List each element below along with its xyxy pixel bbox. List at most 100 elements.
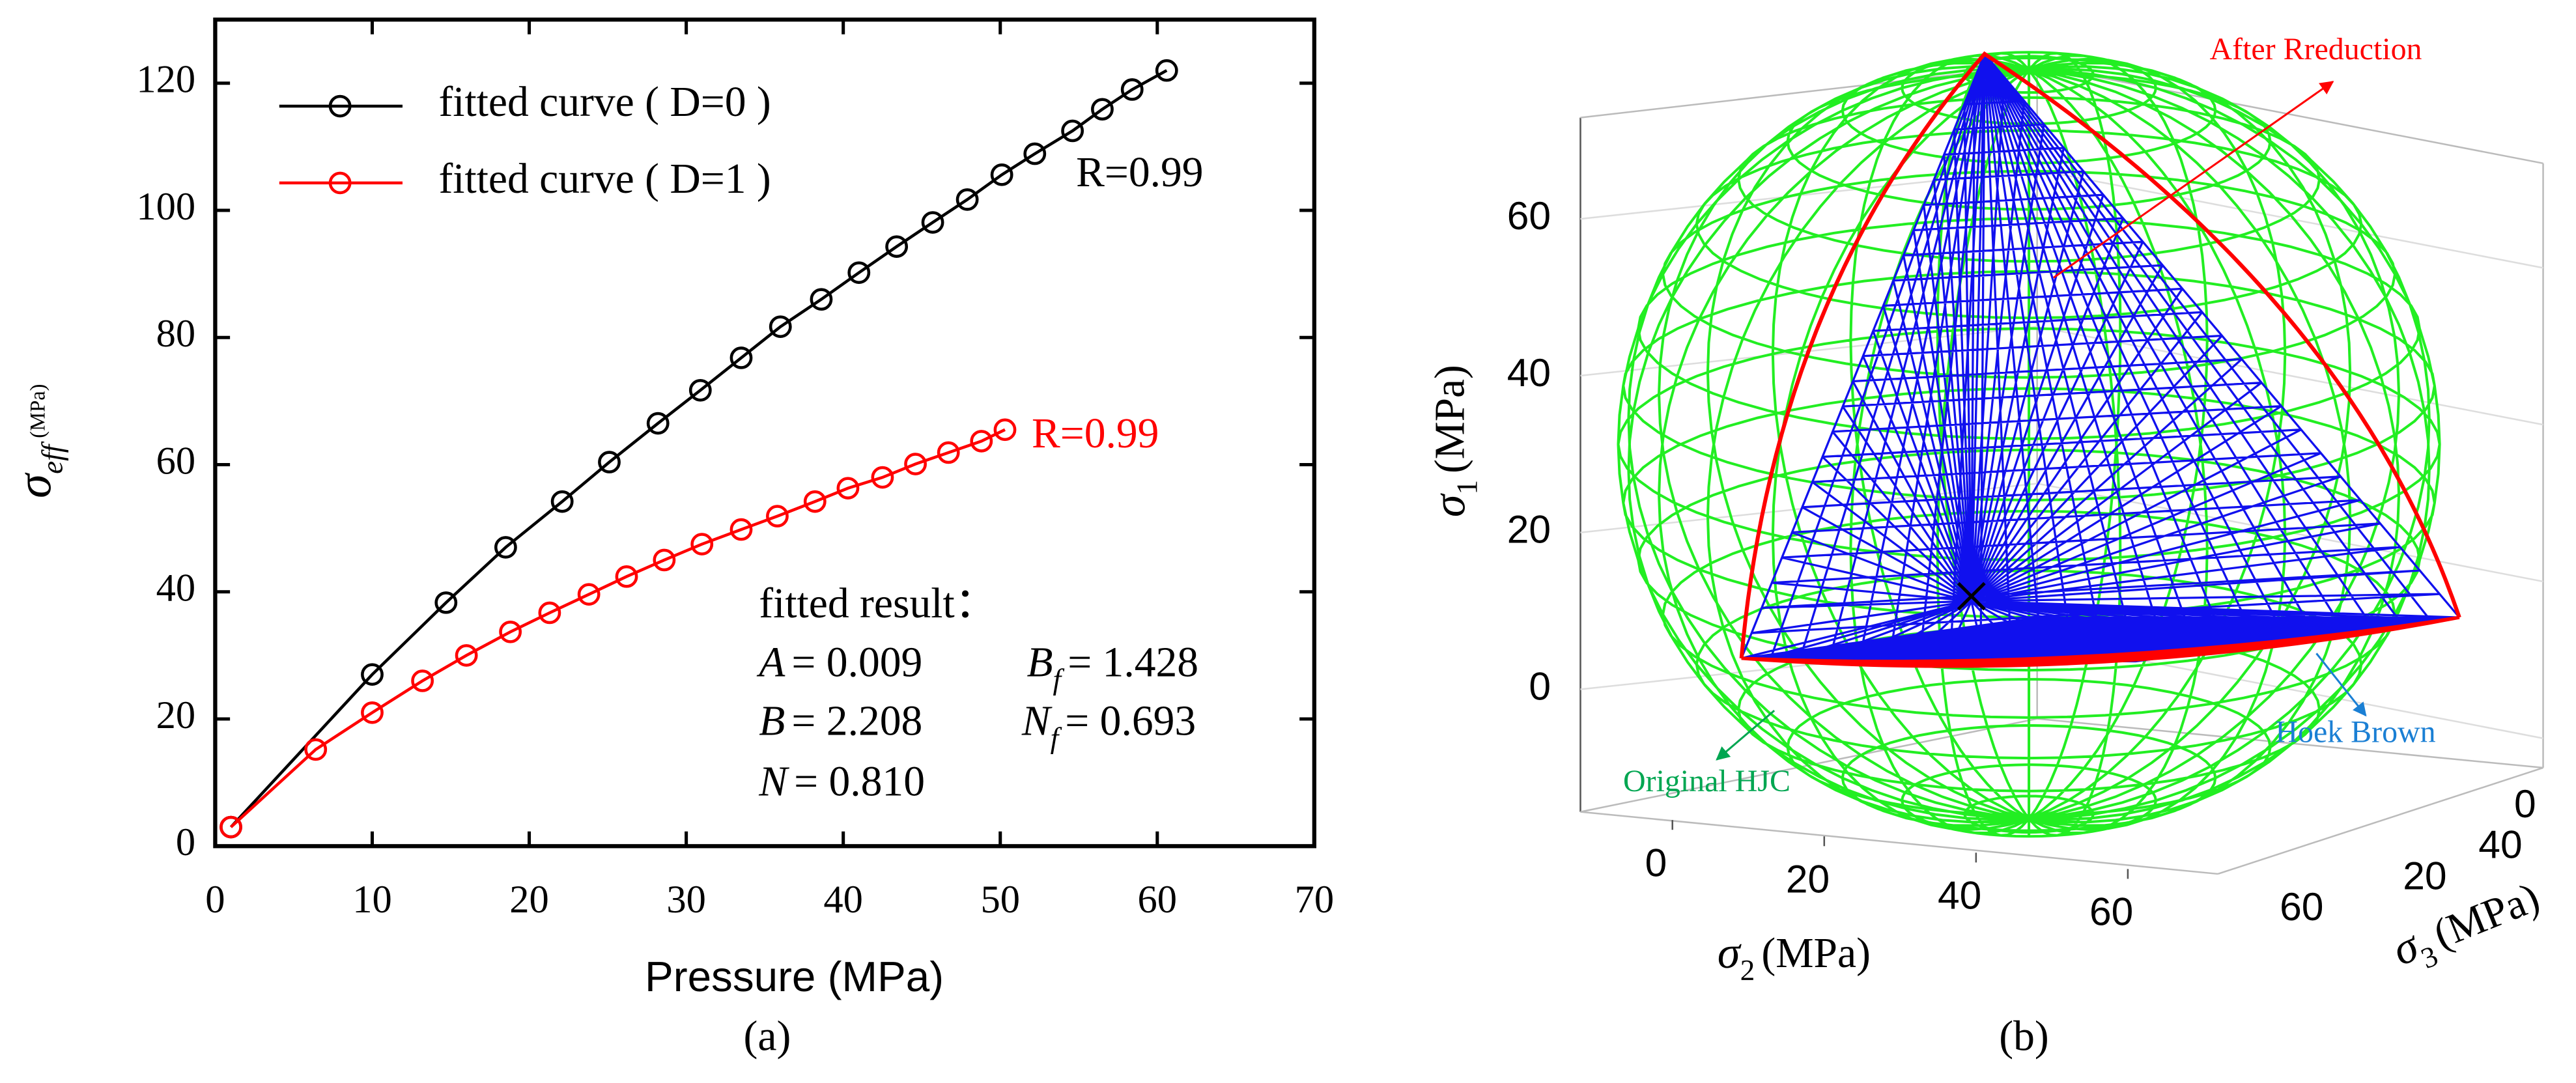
fit-param: A = 0.009: [756, 640, 922, 686]
y-tick-label: 40: [156, 567, 196, 610]
panel-label: (b): [1999, 1013, 2048, 1060]
axis-label: σ2 (MPa): [1718, 927, 1871, 987]
z-tick-label: 0: [1529, 664, 1551, 709]
data-point: [885, 235, 909, 258]
data-point: [1023, 142, 1047, 165]
data-point: [688, 378, 712, 402]
panel-label: (a): [744, 1013, 791, 1060]
param-value: = 0.009: [791, 640, 922, 686]
axis-sub: 2: [1740, 954, 1755, 987]
fit-param: Nf = 0.693: [1021, 698, 1196, 755]
y-tick-label: 60: [156, 439, 196, 483]
data-point: [411, 669, 434, 692]
data-point: [577, 583, 601, 606]
data-point: [550, 490, 574, 513]
axis-unit: (MPa): [1426, 365, 1473, 473]
x-tick-label: 40: [823, 878, 863, 921]
data-point: [847, 261, 871, 284]
data-point: [361, 663, 384, 686]
annotation: R=0.99: [1076, 149, 1203, 196]
data-point: [304, 738, 328, 761]
data-point: [810, 288, 833, 311]
hoek-brown-surface: [1740, 53, 2461, 660]
data-point: [538, 601, 561, 625]
axis-unit: (MPa): [1761, 930, 1871, 977]
data-point: [598, 451, 621, 473]
hjc-surface: [1617, 51, 2441, 838]
data-point: [729, 518, 753, 541]
axis-symbol: σ: [1424, 493, 1475, 517]
data-point: [836, 477, 860, 499]
y-tick-label: 20: [156, 694, 196, 737]
data-point: [871, 466, 894, 489]
plot-frame: [213, 17, 1317, 849]
y-tick-label: 0: [176, 821, 195, 864]
annotation-arrow: [2053, 81, 2334, 279]
annotation-arrow: [1716, 709, 1776, 761]
box-edge: [2037, 64, 2543, 165]
data-point: [803, 490, 827, 513]
annotation: Original HJC: [1623, 764, 1790, 798]
param-symbol: A: [756, 640, 786, 686]
annotation-arrow: [2315, 653, 2367, 717]
axis-label: σeff (MPa): [8, 384, 69, 498]
data-point: [1091, 98, 1114, 121]
param-sub: f: [1053, 664, 1064, 696]
param-sub: f: [1051, 722, 1062, 755]
data-point: [361, 701, 384, 724]
data-point: [970, 430, 993, 453]
param-symbol: B: [759, 698, 785, 745]
data-point: [937, 441, 960, 464]
data-point: [434, 591, 458, 614]
x-tick-label: 20: [509, 878, 549, 921]
annotation: After Rreduction: [2210, 32, 2422, 66]
y-tick-label: 60: [2280, 884, 2323, 929]
x-tick-label: 40: [1938, 873, 1981, 918]
fit-param: Bf = 1.428: [1026, 640, 1198, 696]
data-point: [653, 548, 676, 572]
x-tick-label: 0: [205, 878, 225, 921]
param-symbol: B: [1026, 640, 1053, 686]
data-point: [955, 188, 979, 211]
x-tick-label: 10: [352, 878, 392, 921]
x-axis-label: Pressure (MPa): [645, 953, 944, 1000]
box-edge: [1580, 811, 2218, 875]
data-point: [921, 211, 944, 234]
param-value: = 1.428: [1068, 640, 1198, 686]
param-symbol: N: [758, 759, 789, 806]
data-point: [455, 644, 478, 667]
data-point: [1120, 78, 1144, 101]
box-edge: [2217, 767, 2543, 875]
x-tick-label: 0: [1645, 840, 1667, 884]
axis-symbol: σ: [1718, 927, 1742, 978]
axis-sub: eff: [36, 441, 69, 474]
y-tick-label: 80: [156, 312, 196, 356]
data-point: [690, 533, 714, 556]
data-point: [769, 315, 792, 338]
x-tick-label: 50: [980, 878, 1020, 921]
annotation: Hoek Brown: [2275, 715, 2435, 750]
data-point: [729, 346, 753, 369]
param-value: = 0.693: [1065, 698, 1196, 745]
y-tick-label: 120: [136, 58, 195, 102]
data-point: [219, 815, 242, 839]
y-tick-label: 40: [2478, 823, 2522, 867]
fit-param: N = 0.810: [758, 759, 925, 806]
axis-sub: 1: [1451, 480, 1484, 495]
param-value: = 2.208: [791, 698, 922, 745]
fit-param: B = 2.208: [759, 698, 922, 745]
axis-symbol: σ: [8, 472, 62, 498]
data-point: [615, 565, 638, 588]
x-tick-label: 60: [1138, 878, 1178, 921]
fitted-line: [229, 69, 1168, 828]
z-tick-label: 60: [1507, 193, 1551, 238]
data-point: [1155, 59, 1178, 82]
legend-marker: [328, 94, 352, 118]
origin-cross: [1957, 582, 1986, 611]
data-point: [766, 505, 789, 527]
z-tick-label: 40: [1507, 350, 1551, 395]
axis-label: σ1 (MPa): [1424, 365, 1483, 517]
data-point: [904, 453, 927, 475]
